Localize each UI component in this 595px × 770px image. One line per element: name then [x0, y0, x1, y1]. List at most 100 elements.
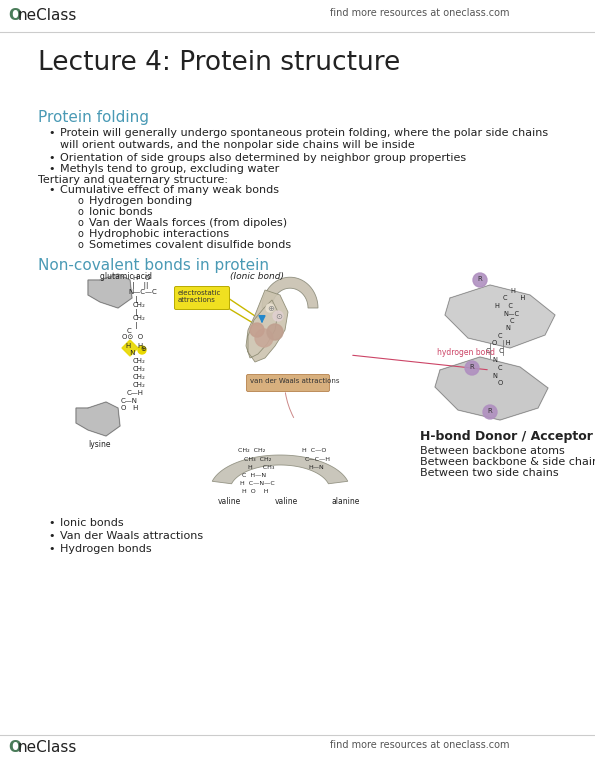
- Text: •: •: [48, 544, 55, 554]
- Text: Ionic bonds: Ionic bonds: [60, 518, 124, 528]
- Text: H  O    H: H O H: [242, 489, 268, 494]
- Polygon shape: [445, 285, 555, 348]
- Text: H     CH₃: H CH₃: [248, 465, 274, 470]
- Text: o: o: [78, 218, 84, 228]
- Text: C—H: C—H: [127, 390, 144, 396]
- Text: CH₂: CH₂: [133, 374, 146, 380]
- Text: alanine: alanine: [332, 497, 361, 506]
- Text: C—C—H: C—C—H: [305, 457, 331, 462]
- Text: CH₂: CH₂: [133, 366, 146, 372]
- Text: O: O: [498, 380, 503, 386]
- Text: C—N: C—N: [121, 398, 138, 404]
- Text: R: R: [487, 408, 491, 414]
- Text: •: •: [48, 185, 55, 195]
- Text: N—C: N—C: [503, 311, 519, 317]
- Circle shape: [250, 323, 264, 337]
- Text: Methyls tend to group, excluding water: Methyls tend to group, excluding water: [60, 164, 279, 174]
- Text: (Ionic bond): (Ionic bond): [230, 272, 284, 281]
- Text: Hydrogen bonding: Hydrogen bonding: [89, 196, 192, 206]
- Text: •: •: [48, 531, 55, 541]
- Text: H    C: H C: [495, 303, 513, 309]
- Text: electrostatic
attractions: electrostatic attractions: [178, 290, 221, 303]
- Text: N: N: [128, 350, 136, 356]
- Text: |: |: [133, 309, 137, 316]
- Text: H—N: H—N: [308, 465, 324, 470]
- Text: N: N: [492, 357, 497, 363]
- Text: valine: valine: [218, 497, 241, 506]
- Circle shape: [273, 311, 283, 321]
- Text: neClass: neClass: [18, 8, 77, 23]
- Text: glutamic acid: glutamic acid: [100, 272, 152, 281]
- Text: O: O: [8, 8, 21, 23]
- Text: CH₂: CH₂: [133, 358, 146, 364]
- Text: •: •: [48, 153, 55, 163]
- Text: H: H: [510, 288, 515, 294]
- Circle shape: [473, 273, 487, 287]
- Text: ⊕: ⊕: [267, 304, 274, 313]
- Text: hydrogen bond: hydrogen bond: [437, 348, 495, 357]
- Text: valine: valine: [275, 497, 298, 506]
- Text: C  H—N: C H—N: [242, 473, 266, 478]
- Text: lysine: lysine: [88, 440, 111, 449]
- Text: Lecture 4: Protein structure: Lecture 4: Protein structure: [38, 50, 400, 76]
- FancyBboxPatch shape: [174, 286, 230, 310]
- Text: N: N: [505, 325, 510, 331]
- Text: C: C: [510, 318, 515, 324]
- Polygon shape: [435, 357, 548, 420]
- Text: o: o: [78, 207, 84, 217]
- Text: Between two side chains: Between two side chains: [420, 468, 559, 478]
- Text: CH₃  CH₂: CH₃ CH₂: [244, 457, 271, 462]
- Text: •: •: [48, 164, 55, 174]
- Circle shape: [483, 405, 497, 419]
- Text: N: N: [492, 373, 497, 379]
- Text: H  C—N—C: H C—N—C: [240, 481, 275, 486]
- Text: R: R: [469, 364, 474, 370]
- Text: o: o: [78, 229, 84, 239]
- Text: o: o: [78, 240, 84, 250]
- Polygon shape: [122, 340, 138, 356]
- Text: O⊙  O: O⊙ O: [122, 334, 143, 340]
- Polygon shape: [246, 290, 288, 362]
- Text: CH₂: CH₂: [133, 382, 146, 388]
- Text: Sometimes covalent disulfide bonds: Sometimes covalent disulfide bonds: [89, 240, 291, 250]
- Text: Orientation of side groups also determined by neighbor group properties: Orientation of side groups also determin…: [60, 153, 466, 163]
- Circle shape: [255, 329, 273, 347]
- Text: CH₂: CH₂: [133, 315, 146, 321]
- Text: •: •: [48, 518, 55, 528]
- Text: Hydrophobic interactions: Hydrophobic interactions: [89, 229, 229, 239]
- Text: O   H: O H: [121, 405, 139, 411]
- Text: Between backbone & side chair: Between backbone & side chair: [420, 457, 595, 467]
- Text: H   H: H H: [126, 343, 143, 349]
- Text: Hydrogen bonds: Hydrogen bonds: [60, 544, 152, 554]
- Text: Protein will generally undergo spontaneous protein folding, where the polar side: Protein will generally undergo spontaneo…: [60, 128, 548, 138]
- Text: |: |: [133, 322, 137, 329]
- Text: CH₂  CH₂: CH₂ CH₂: [238, 448, 265, 453]
- Text: find more resources at oneclass.com: find more resources at oneclass.com: [330, 8, 509, 18]
- Text: Non-covalent bonds in protein: Non-covalent bonds in protein: [38, 258, 269, 273]
- Text: C: C: [498, 333, 503, 339]
- Text: C: C: [498, 365, 503, 371]
- Circle shape: [138, 346, 146, 354]
- Text: ⊙: ⊙: [275, 312, 282, 321]
- Text: find more resources at oneclass.com: find more resources at oneclass.com: [330, 740, 509, 750]
- Text: |: |: [133, 296, 137, 303]
- Text: N—C—C: N—C—C: [128, 289, 156, 295]
- Text: H   O: H O: [133, 275, 151, 281]
- Text: Van der Waals forces (from dipoles): Van der Waals forces (from dipoles): [89, 218, 287, 228]
- Text: Ionic bonds: Ionic bonds: [89, 207, 153, 217]
- Text: C: C: [127, 328, 131, 334]
- Text: Protein folding: Protein folding: [38, 110, 149, 125]
- Text: O    H: O H: [492, 340, 511, 346]
- Text: Cumulative effect of many weak bonds: Cumulative effect of many weak bonds: [60, 185, 279, 195]
- Text: Van der Waals attractions: Van der Waals attractions: [60, 531, 203, 541]
- Circle shape: [465, 361, 479, 375]
- Text: •: •: [48, 128, 55, 138]
- Text: |    ||: | ||: [130, 282, 148, 289]
- Polygon shape: [212, 455, 348, 484]
- Text: will orient outwards, and the nonpolar side chains will be inside: will orient outwards, and the nonpolar s…: [60, 140, 415, 150]
- Circle shape: [267, 324, 283, 340]
- Text: C    C: C C: [486, 348, 504, 354]
- Text: O: O: [8, 740, 21, 755]
- Polygon shape: [76, 402, 120, 436]
- Text: ⊕: ⊕: [140, 346, 146, 352]
